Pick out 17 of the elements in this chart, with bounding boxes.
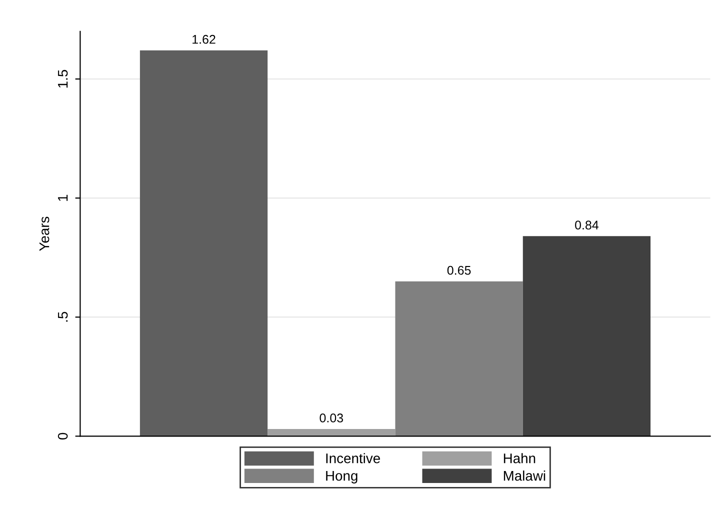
bar <box>140 50 268 436</box>
y-axis-title: Years <box>40 216 50 251</box>
data-label: 0.65 <box>447 266 471 275</box>
legend-label: Incentive <box>326 453 380 464</box>
legend-label: Hahn <box>504 453 536 464</box>
legend-label: Malawi <box>504 470 546 481</box>
data-label: 0.03 <box>320 414 344 422</box>
y-tick-label: 1 <box>58 194 68 201</box>
legend-label: Hong <box>326 471 358 484</box>
bar <box>522 236 651 436</box>
y-tick-label: 0 <box>58 432 68 440</box>
bar <box>395 281 523 436</box>
data-label: 1.62 <box>192 34 216 44</box>
data-label: 0.84 <box>575 220 598 230</box>
bar <box>268 429 396 436</box>
y-tick-label: .5 <box>58 312 68 322</box>
y-tick-label: 1.5 <box>58 70 68 88</box>
